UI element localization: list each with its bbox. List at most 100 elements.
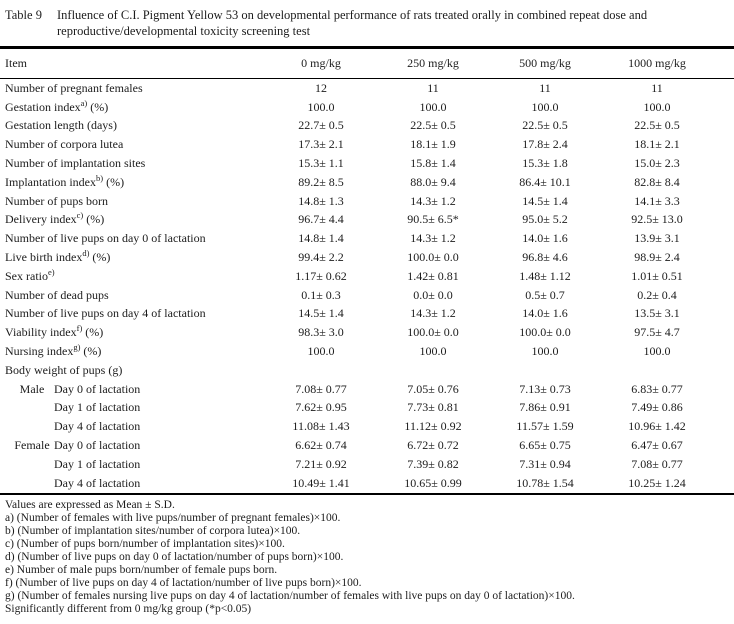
table-row: Female Day 0 of lactation 6.62± 0.74 6.72… <box>0 436 734 455</box>
table-row: Male Day 0 of lactation 7.08± 0.77 7.05± … <box>0 380 734 399</box>
column-header-item: Item <box>5 55 27 70</box>
table-caption: Table 9 Influence of C.I. Pigment Yellow… <box>0 0 734 39</box>
table-row: Gestation length (days) 22.7± 0.5 22.5± … <box>0 117 734 136</box>
cell-value: 15.8± 1.4 <box>410 156 456 171</box>
table-bottom-rule <box>0 492 734 496</box>
cell-value: 10.96± 1.42 <box>628 419 686 434</box>
cell-value: 90.5± 6.5* <box>407 212 459 227</box>
row-label-cell: Implantation indexb) (%) <box>0 174 265 190</box>
cell-value: 92.5± 13.0 <box>631 212 683 227</box>
column-header-dose: 0 mg/kg <box>301 55 341 70</box>
cell-value: 22.5± 0.5 <box>634 118 680 133</box>
footnote-line: g) (Number of females nursing live pups … <box>5 590 575 603</box>
cell-value: 100.0 <box>307 344 335 359</box>
cell-value: 11 <box>651 80 663 95</box>
row-footnote-marker: f) <box>76 323 83 334</box>
table-row: Number of corpora lutea 17.3± 2.1 18.1± … <box>0 135 734 154</box>
cell-value: 11.57± 1.59 <box>516 419 574 434</box>
cell-value: 13.9± 3.1 <box>634 231 680 246</box>
table-row: Day 4 of lactation 11.08± 1.43 11.12± 0.… <box>0 417 734 436</box>
row-footnote-marker: d) <box>82 248 90 259</box>
row-label-cell: Female Day 0 of lactation <box>0 438 265 453</box>
footnote-line: f) (Number of live pups on day 4 of lact… <box>5 577 362 590</box>
cell-value: 10.25± 1.24 <box>628 475 686 490</box>
cell-value: 22.5± 0.5 <box>410 118 456 133</box>
cell-value: 10.49± 1.41 <box>292 475 350 490</box>
row-footnote-marker: g) <box>73 342 81 353</box>
cell-value: 0.2± 0.4 <box>637 287 677 302</box>
row-label-cell: Number of corpora lutea <box>0 137 265 152</box>
cell-value: 6.72± 0.72 <box>407 438 459 453</box>
cell-value: 7.13± 0.73 <box>519 381 571 396</box>
row-label: Number of live pups on day 4 of lactatio… <box>5 306 206 321</box>
table-row: Day 4 of lactation 10.49± 1.41 10.65± 0.… <box>0 474 734 493</box>
cell-value: 1.42± 0.81 <box>407 268 459 283</box>
cell-value: 96.7± 4.4 <box>298 212 344 227</box>
row-label-cell: Number of dead pups <box>0 288 265 303</box>
cell-value: 6.83± 0.77 <box>631 381 683 396</box>
cell-value: 12 <box>315 80 327 95</box>
cell-value: 1.17± 0.62 <box>295 268 347 283</box>
cell-value: 100.0 <box>643 344 671 359</box>
row-label-cell: Male Day 0 of lactation <box>0 382 265 397</box>
cell-value: 18.1± 1.9 <box>410 137 456 152</box>
cell-value: 95.0± 5.2 <box>522 212 568 227</box>
table-row: Gestation indexa) (%) 100.0 100.0 100.0 … <box>0 98 734 117</box>
row-label: Day 1 of lactation <box>54 400 141 415</box>
cell-value: 89.2± 8.5 <box>298 174 344 189</box>
cell-value: 14.5± 1.4 <box>522 193 568 208</box>
row-label: Sex ratio <box>5 268 48 283</box>
row-label-unit: (%) <box>87 99 109 114</box>
row-label: Day 1 of lactation <box>54 456 141 471</box>
cell-value: 7.05± 0.76 <box>407 381 459 396</box>
row-label-unit: (%) <box>80 344 102 359</box>
row-label: Number of dead pups <box>5 287 109 302</box>
cell-value: 7.49± 0.86 <box>631 400 683 415</box>
row-label: Body weight of pups (g) <box>5 362 123 377</box>
cell-value: 14.0± 1.6 <box>522 231 568 246</box>
footnotes: Values are expressed as Mean ± S.D. a) (N… <box>0 495 734 616</box>
row-label: Day 4 of lactation <box>54 419 141 434</box>
cell-value: 100.0 <box>307 99 335 114</box>
cell-value: 10.65± 0.99 <box>404 475 462 490</box>
cell-value: 100.0± 0.0 <box>519 325 571 340</box>
cell-value: 22.5± 0.5 <box>522 118 568 133</box>
cell-value: 96.8± 4.6 <box>522 250 568 265</box>
row-label-cell: Number of pups born <box>0 194 265 209</box>
row-label: Number of live pups on day 0 of lactatio… <box>5 231 206 246</box>
table-row: Number of pups born 14.8± 1.3 14.3± 1.2 … <box>0 192 734 211</box>
cell-value: 0.0± 0.0 <box>413 287 453 302</box>
cell-value: 18.1± 2.1 <box>634 137 680 152</box>
cell-value: 14.0± 1.6 <box>522 306 568 321</box>
cell-value: 98.3± 3.0 <box>298 325 344 340</box>
row-label: Live birth index <box>5 250 83 265</box>
header-divider-rule <box>0 77 734 79</box>
row-label-cell: Number of live pups on day 0 of lactatio… <box>0 231 265 246</box>
table-row: Number of implantation sites 15.3± 1.1 1… <box>0 154 734 173</box>
table-row: Number of live pups on day 4 of lactatio… <box>0 305 734 324</box>
row-label-cell: Day 4 of lactation <box>0 419 265 434</box>
cell-value: 15.3± 1.8 <box>522 156 568 171</box>
row-label-cell: Day 1 of lactation <box>0 457 265 472</box>
row-label-unit: (%) <box>89 250 111 265</box>
row-label: Number of implantation sites <box>5 156 146 171</box>
cell-value: 7.08± 0.77 <box>631 456 683 471</box>
footnote-line: c) (Number of pups born/number of implan… <box>5 538 285 551</box>
column-header-dose: 500 mg/kg <box>519 55 571 70</box>
row-label: Number of pups born <box>5 193 108 208</box>
row-label-cell: Nursing indexg) (%) <box>0 342 265 359</box>
row-label-cell: Viability indexf) (%) <box>0 323 265 340</box>
row-label: Nursing index <box>5 344 74 359</box>
row-label: Delivery index <box>5 212 77 227</box>
row-label-cell: Gestation length (days) <box>0 118 265 133</box>
row-footnote-marker: e) <box>48 266 55 277</box>
cell-value: 11 <box>539 80 551 95</box>
cell-value: 7.39± 0.82 <box>407 456 459 471</box>
table-number: Table 9 <box>5 8 42 22</box>
row-label-cell: Delivery indexc) (%) <box>0 210 265 227</box>
row-footnote-marker: c) <box>76 210 84 221</box>
row-label-unit: (%) <box>83 212 105 227</box>
table-row: Number of live pups on day 0 of lactatio… <box>0 229 734 248</box>
cell-value: 17.3± 2.1 <box>298 137 344 152</box>
